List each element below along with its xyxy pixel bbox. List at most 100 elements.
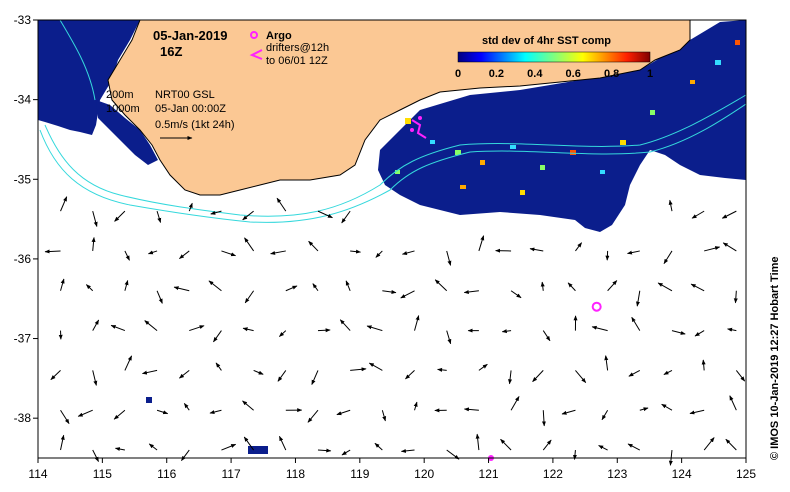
current-vector <box>221 443 237 451</box>
current-vector <box>532 370 544 382</box>
current-vector <box>542 439 552 451</box>
x-tick-label: 120 <box>414 467 434 481</box>
current-vector <box>317 448 332 453</box>
current-vector <box>307 409 319 423</box>
current-vector <box>92 370 98 386</box>
x-tick-label: 115 <box>93 467 112 481</box>
map-date: 05-Jan-2019 <box>153 28 227 43</box>
current-vector <box>601 409 609 421</box>
current-vector <box>607 280 618 292</box>
current-vector <box>244 237 255 252</box>
current-vector <box>124 280 129 291</box>
drifter-tracks <box>410 116 427 139</box>
current-vector <box>400 290 415 299</box>
current-vector <box>179 370 190 379</box>
current-vector <box>113 409 126 420</box>
y-tick-label: -33 <box>14 13 32 27</box>
current-vector <box>50 370 61 381</box>
colorbar-gradient <box>457 51 651 63</box>
current-vector <box>500 438 512 451</box>
current-vector <box>368 362 383 371</box>
contour-1000-label: 1000m <box>106 103 140 115</box>
colorbar-tick-label: 0.8 <box>604 68 619 80</box>
credit-text: © IMOS 10-Jan-2019 12:27 Hobart Time <box>769 256 781 460</box>
current-vector <box>591 325 608 332</box>
current-vector <box>694 330 705 337</box>
y-tick-label: -35 <box>14 172 32 186</box>
current-vector <box>510 290 522 299</box>
current-vector <box>508 370 513 385</box>
current-vector <box>215 362 222 371</box>
current-vector <box>414 315 420 331</box>
scale-label: 0.5m/s (1kt 24h) <box>155 119 234 131</box>
y-axis: -33 -34 -35 -36 -37 -38 <box>14 13 38 425</box>
current-vector <box>575 242 583 252</box>
current-vector <box>278 435 287 451</box>
current-vector <box>437 367 447 372</box>
current-vector <box>561 409 576 415</box>
x-tick-label: 117 <box>222 467 241 481</box>
current-vector <box>114 447 125 452</box>
current-vector <box>341 210 351 224</box>
current-vector <box>478 363 488 371</box>
x-tick-label: 119 <box>350 467 369 481</box>
current-vector <box>114 210 126 222</box>
current-vector <box>636 290 641 307</box>
current-vector <box>542 330 551 342</box>
current-vector <box>124 250 130 261</box>
current-vector <box>92 210 98 227</box>
product-time: 05-Jan 00:00Z <box>155 103 226 115</box>
current-vector <box>60 409 70 425</box>
current-vector <box>85 284 94 292</box>
current-vector <box>312 283 319 292</box>
current-vector <box>277 370 287 382</box>
current-vector <box>446 250 452 266</box>
current-vector <box>639 407 649 412</box>
current-vector <box>341 449 351 456</box>
current-vector <box>661 403 673 411</box>
current-vector <box>44 249 61 254</box>
current-vector <box>478 235 485 252</box>
drifters-label-1: drifters@12h <box>266 42 329 54</box>
current-vector <box>540 281 545 291</box>
current-vector <box>208 280 222 292</box>
current-vector <box>60 278 65 291</box>
current-vector <box>221 250 237 257</box>
map-time: 16Z <box>160 44 182 59</box>
x-tick-label: 123 <box>607 467 627 481</box>
current-vector <box>60 434 65 451</box>
current-vector <box>374 442 383 451</box>
argo-legend-icon <box>250 31 258 39</box>
current-vector <box>156 409 169 415</box>
current-vector <box>627 250 640 255</box>
y-tick-label: -36 <box>14 252 32 266</box>
x-tick-label: 125 <box>736 467 756 481</box>
current-vector <box>401 250 415 255</box>
current-vector <box>77 409 93 417</box>
legend-argo: Argo drifters@12h to 06/01 12Z <box>249 30 329 67</box>
current-vector <box>722 242 737 252</box>
current-vector <box>350 249 361 254</box>
current-vector <box>434 279 448 292</box>
current-vector <box>725 438 737 451</box>
current-vector <box>689 409 705 415</box>
argo-label: Argo <box>266 30 292 42</box>
current-vector <box>721 210 737 219</box>
current-vector <box>703 437 715 451</box>
current-vector <box>242 210 254 221</box>
current-vector <box>213 330 222 343</box>
current-vector <box>631 316 641 331</box>
drifter-legend-icon <box>249 49 263 60</box>
current-vector <box>188 202 193 212</box>
contour-200-label: 200m <box>106 89 134 101</box>
current-vector <box>541 410 546 427</box>
current-vector <box>242 400 254 411</box>
y-tick-label: -34 <box>14 93 32 107</box>
current-vector <box>575 370 587 383</box>
current-vector <box>663 369 673 376</box>
current-vector <box>243 436 255 451</box>
current-vector <box>336 409 351 416</box>
current-vector <box>463 407 479 412</box>
land-australia <box>107 19 691 196</box>
current-vector <box>339 319 351 331</box>
